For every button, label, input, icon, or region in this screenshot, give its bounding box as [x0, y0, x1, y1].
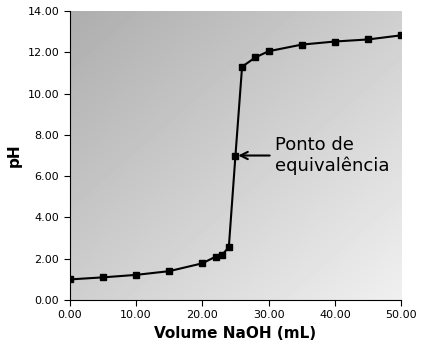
Y-axis label: pH: pH [7, 144, 22, 167]
Text: Ponto de
equivalência: Ponto de equivalência [240, 136, 390, 175]
X-axis label: Volume NaOH (mL): Volume NaOH (mL) [154, 326, 317, 341]
